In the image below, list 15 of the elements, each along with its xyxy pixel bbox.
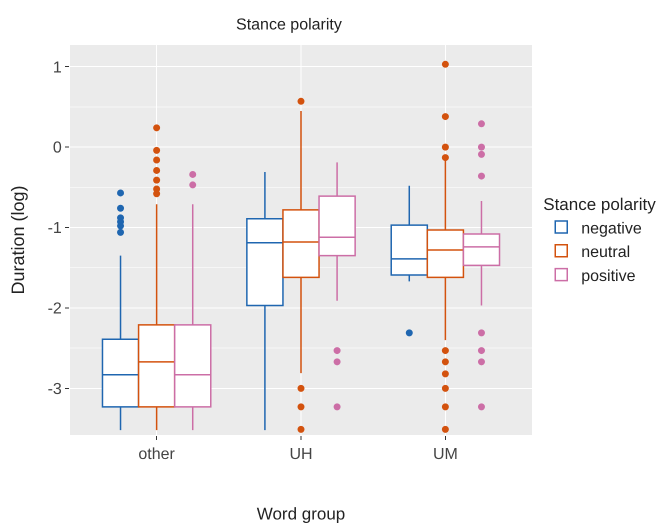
y-axis-title: Duration (log) <box>8 185 28 295</box>
y-tick-label: 0 <box>52 140 62 157</box>
chart-title: Stance polarity <box>236 16 342 34</box>
x-tick-label: UH <box>289 446 313 464</box>
x-tick-label: other <box>138 446 176 464</box>
legend-label: positive <box>581 268 636 285</box>
y-tick-label: -2 <box>48 300 62 318</box>
y-tick-label: -3 <box>48 380 62 398</box>
legend-title: Stance polarity <box>543 195 656 214</box>
legend-label: negative <box>581 220 642 238</box>
y-tick-label: -1 <box>48 220 62 238</box>
x-axis-title: Word group <box>256 504 346 524</box>
legend-label: neutral <box>581 244 630 262</box>
x-tick-label: UM <box>432 446 458 464</box>
y-tick-label: 1 <box>52 59 62 76</box>
